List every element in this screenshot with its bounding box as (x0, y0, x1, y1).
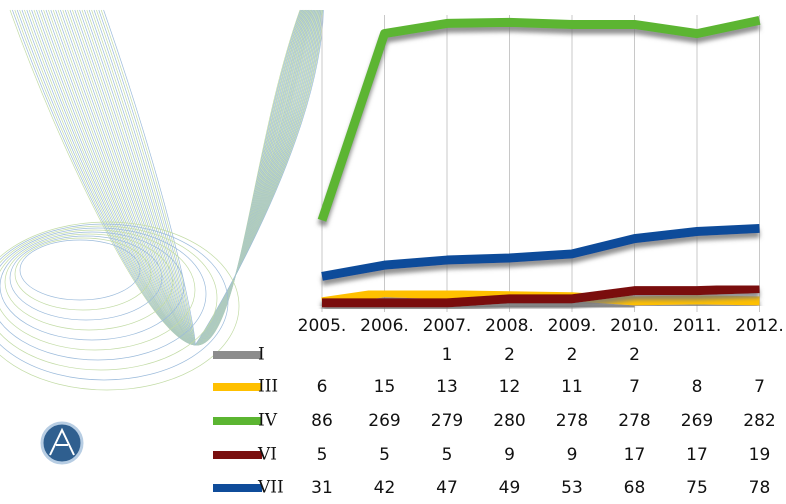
value-label: 15 (374, 377, 396, 397)
decoration (0, 9, 324, 465)
value-label: 5 (442, 445, 453, 465)
value-label: 5 (317, 445, 328, 465)
legend-label: III (258, 377, 278, 397)
value-label: 86 (311, 411, 333, 431)
value-label: 269 (681, 411, 713, 431)
value-label: 279 (431, 411, 463, 431)
value-label: 278 (618, 411, 650, 431)
value-label: 31 (311, 478, 333, 498)
legend-label: I (258, 345, 265, 365)
value-label: 12 (499, 377, 521, 397)
x-tick-label: 2005. (298, 316, 347, 336)
value-label: 9 (504, 445, 515, 465)
value-label: 282 (743, 411, 775, 431)
value-label: 7 (754, 377, 765, 397)
x-tick-label: 2006. (360, 316, 409, 336)
value-label: 2 (504, 345, 515, 365)
value-label: 53 (561, 478, 583, 498)
value-label: 17 (624, 445, 646, 465)
series-line (317, 15, 761, 222)
value-label: 7 (629, 377, 640, 397)
value-label: 13 (436, 377, 458, 397)
value-label: 1 (442, 345, 453, 365)
x-tick-label: 2007. (423, 316, 472, 336)
legend-label: VII (257, 478, 284, 498)
x-tick-label: 2011. (673, 316, 722, 336)
value-label: 9 (567, 445, 578, 465)
value-label: 49 (499, 478, 521, 498)
series-line (321, 223, 760, 281)
series-line (322, 284, 760, 308)
value-label: 75 (686, 478, 708, 498)
series-line (446, 301, 635, 312)
value-label: 5 (379, 445, 390, 465)
value-label: 42 (374, 478, 396, 498)
value-label: 280 (493, 411, 525, 431)
x-tick-label: 2008. (485, 316, 534, 336)
legend-label: IV (258, 411, 278, 431)
value-label: 47 (436, 478, 458, 498)
value-label: 17 (686, 445, 708, 465)
x-tick-label: 2010. (610, 316, 659, 336)
value-label: 6 (317, 377, 328, 397)
value-label: 278 (556, 411, 588, 431)
value-label: 269 (368, 411, 400, 431)
value-label: 11 (561, 377, 583, 397)
value-label: 19 (749, 445, 771, 465)
value-label: 2 (629, 345, 640, 365)
value-label: 68 (624, 478, 646, 498)
value-label: 8 (692, 377, 703, 397)
x-tick-label: 2009. (548, 316, 597, 336)
value-label: 78 (749, 478, 771, 498)
x-tick-label: 2012. (735, 316, 784, 336)
value-label: 2 (567, 345, 578, 365)
legend-label: VI (257, 445, 277, 465)
